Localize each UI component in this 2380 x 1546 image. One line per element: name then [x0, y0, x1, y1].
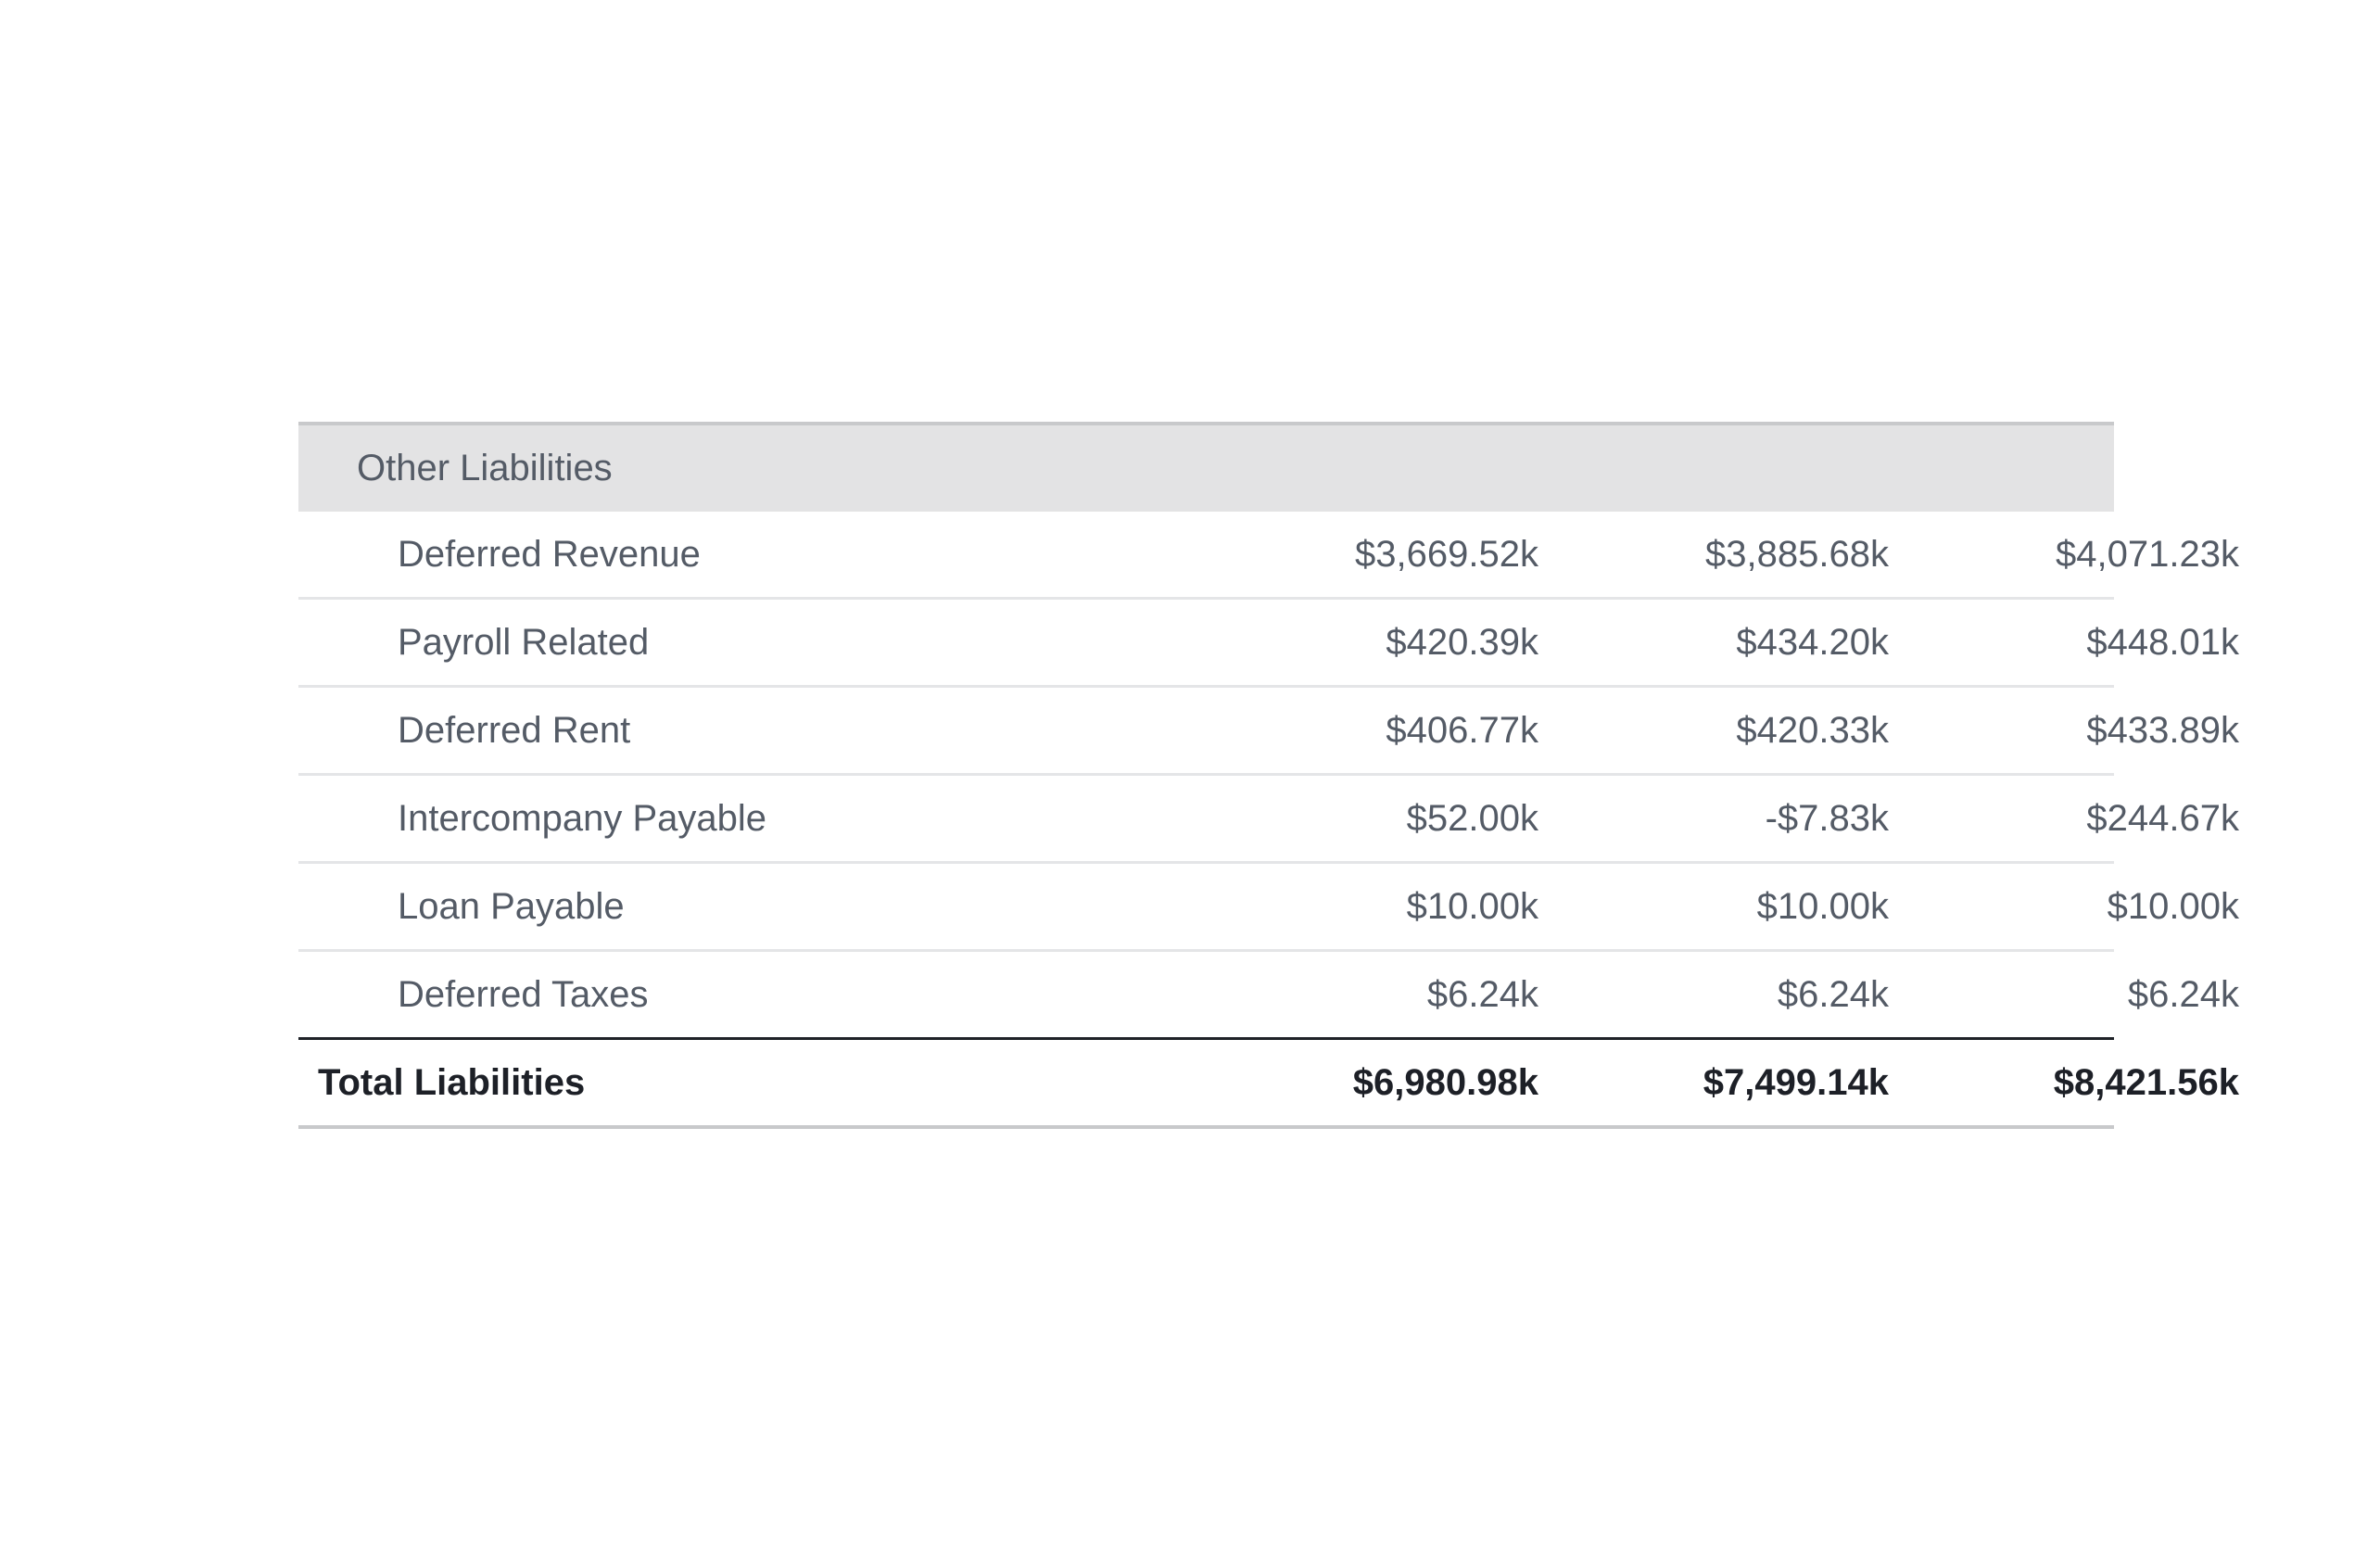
row-value: $3,885.68k	[1705, 533, 1889, 575]
row-value: $448.01k	[2086, 621, 2239, 663]
row-value: $406.77k	[1386, 709, 1538, 751]
table-row: Deferred Taxes $6.24k $6.24k $6.24k	[298, 952, 2239, 1040]
total-label: Total Liabilities	[318, 1061, 586, 1103]
row-value: $6.24k	[1777, 973, 1889, 1015]
row-label: Intercompany Payable	[398, 797, 767, 839]
row-value: -$7.83k	[1765, 797, 1889, 839]
table-row: Payroll Related $420.39k $434.20k $448.0…	[298, 600, 2239, 688]
row-value: $434.20k	[1736, 621, 1889, 663]
row-value: $3,669.52k	[1355, 533, 1538, 575]
row-value: $420.39k	[1386, 621, 1538, 663]
table-row: Intercompany Payable $52.00k -$7.83k $24…	[298, 776, 2239, 864]
total-row: Total Liabilities $6,980.98k $7,499.14k …	[298, 1040, 2239, 1129]
total-value: $6,980.98k	[1352, 1061, 1538, 1103]
liabilities-table: Other Liabilities Deferred Revenue $3,66…	[298, 422, 2239, 1129]
row-label: Payroll Related	[398, 621, 650, 663]
row-value: $4,071.23k	[2056, 533, 2239, 575]
total-value: $8,421.56k	[2053, 1061, 2239, 1103]
row-value: $6.24k	[2127, 973, 2239, 1015]
total-value: $7,499.14k	[1703, 1061, 1889, 1103]
row-label: Deferred Rent	[398, 709, 631, 751]
row-label: Loan Payable	[398, 885, 625, 927]
table-row: Loan Payable $10.00k $10.00k $10.00k	[298, 864, 2239, 952]
table-row: Deferred Revenue $3,669.52k $3,885.68k $…	[298, 512, 2239, 600]
row-value: $244.67k	[2086, 797, 2239, 839]
row-value: $433.89k	[2086, 709, 2239, 751]
row-value: $52.00k	[1406, 797, 1538, 839]
row-value: $10.00k	[1406, 885, 1538, 927]
row-value: $10.00k	[1756, 885, 1889, 927]
row-value: $6.24k	[1426, 973, 1538, 1015]
row-value: $420.33k	[1736, 709, 1889, 751]
row-label: Deferred Taxes	[398, 973, 649, 1015]
row-value: $10.00k	[2107, 885, 2239, 927]
row-label: Deferred Revenue	[398, 533, 701, 575]
section-header: Other Liabilities	[298, 425, 2114, 512]
table-row: Deferred Rent $406.77k $420.33k $433.89k	[298, 688, 2239, 776]
section-title: Other Liabilities	[357, 448, 613, 488]
